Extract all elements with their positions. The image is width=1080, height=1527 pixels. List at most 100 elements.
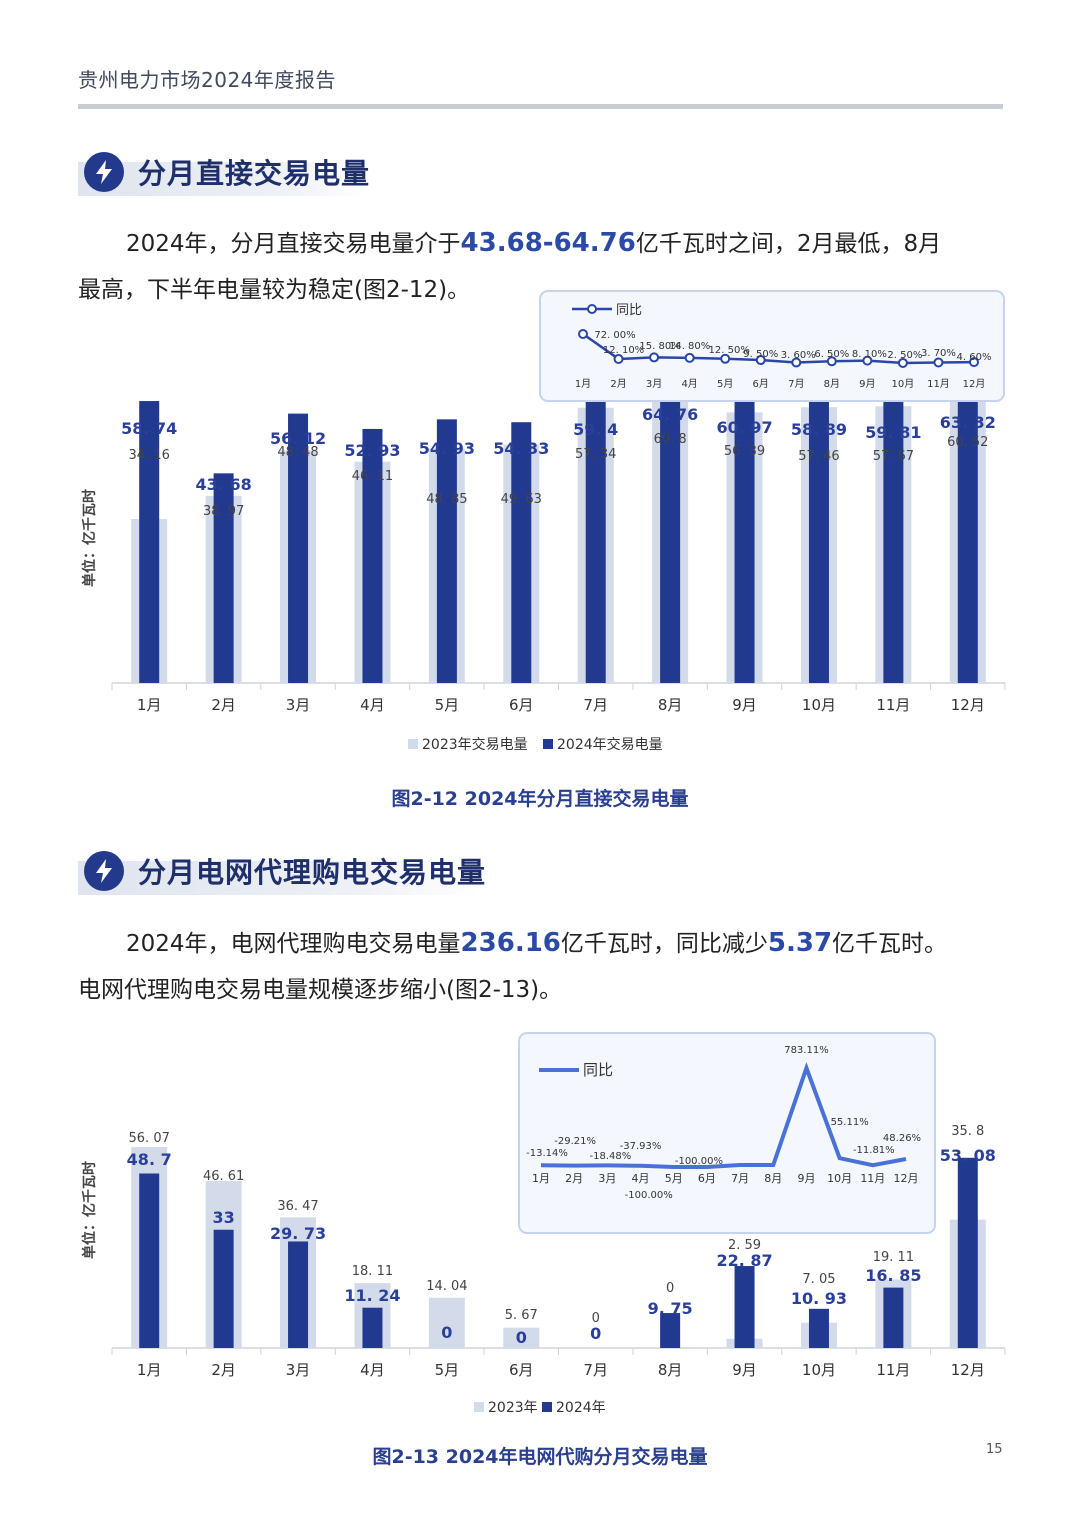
- bar-2024: [213, 473, 234, 683]
- page-number: 15: [986, 1442, 1003, 1457]
- data-label-2023: 2. 59: [728, 1238, 761, 1253]
- data-label-2023: 48. 85: [426, 492, 467, 507]
- lightning-bolt-icon: [84, 851, 124, 891]
- inset-data-label: -37.93%: [620, 1141, 662, 1152]
- data-label-2023: 5. 67: [505, 1308, 538, 1323]
- inset-data-label: 55.11%: [831, 1117, 869, 1128]
- x-tick-label: 9月: [732, 696, 757, 714]
- inset-x-tick-label: 9月: [797, 1172, 815, 1185]
- inset-x-tick-label: 10月: [892, 378, 915, 390]
- inset-data-point: [933, 357, 944, 368]
- data-label-2024: 0: [441, 1323, 452, 1342]
- x-tick-label: 1月: [137, 696, 162, 714]
- data-label-2023: 49. 63: [501, 492, 542, 507]
- bar-2024: [288, 413, 309, 683]
- inset-x-tick-label: 9月: [859, 378, 875, 390]
- inset-data-point: [755, 355, 766, 366]
- data-label-2024: 58. 74: [121, 419, 177, 438]
- section2-paragraph: 2024年，电网代理购电交易电量236.16亿千瓦时，同比减少5.37亿千瓦时。…: [78, 920, 1008, 1013]
- x-tick-label: 11月: [876, 696, 910, 714]
- bar-2024: [362, 428, 383, 683]
- x-tick-label: 7月: [583, 1361, 608, 1379]
- inset-x-tick-label: 8月: [764, 1172, 782, 1185]
- data-label-2024: 29. 73: [270, 1224, 326, 1243]
- inset-data-label: 12. 50%: [709, 345, 750, 356]
- legend-label-2023: 2023年交易电量: [422, 736, 528, 753]
- bar-2024: [883, 395, 904, 683]
- bar-2024: [957, 379, 978, 683]
- legend-label-2023: 2023年: [488, 1400, 538, 1416]
- x-tick-label: 1月: [137, 1361, 162, 1379]
- legend-label-2024: 2024年: [556, 1400, 606, 1416]
- legend-swatch-2023: [408, 739, 418, 749]
- inset-series-line: [582, 332, 975, 365]
- inset-data-label: 14. 80%: [669, 341, 710, 352]
- data-label-2024: 54. 93: [419, 439, 475, 458]
- para-text: 亿千瓦时，同比减少: [560, 931, 768, 957]
- para-highlight-range: 43.68-64.76: [460, 228, 636, 258]
- inset-x-tick-label: 12月: [894, 1172, 919, 1185]
- data-label-2024: 64. 76: [642, 405, 698, 424]
- data-label-2024: 0: [516, 1328, 527, 1347]
- data-label-2024: 16. 85: [865, 1266, 921, 1285]
- legend-swatch-2024: [542, 1402, 552, 1412]
- data-label-2024: 43. 68: [196, 475, 252, 494]
- inset-data-label: -11.81%: [853, 1145, 895, 1156]
- section1-paragraph: 2024年，分月直接交易电量介于43.68-64.76亿千瓦时之间，2月最低，8…: [78, 220, 1008, 313]
- bar-2024: [660, 1313, 681, 1348]
- inset-data-label: 72. 00%: [594, 330, 635, 341]
- para-text: 2024年，分月直接交易电量介于: [126, 231, 461, 257]
- bar-2024: [288, 1241, 309, 1348]
- inset-x-tick-label: 6月: [753, 378, 769, 390]
- bar-2024: [585, 397, 606, 683]
- header-divider: [78, 104, 1003, 109]
- inset-data-label: 12. 10%: [603, 345, 644, 356]
- inset-data-label: -13.14%: [526, 1148, 568, 1159]
- inset-data-label: -100.00%: [675, 1156, 723, 1167]
- data-label-2023: 56. 39: [724, 444, 765, 459]
- x-tick-label: 4月: [360, 696, 385, 714]
- figure-caption: 图2-13 2024年电网代购分月交易电量: [372, 1446, 708, 1468]
- chart-monthly-direct-trade: 单位：亿千瓦时 1月 34. 16 58. 74 2月 38. 97 43. 68 3月 48.…: [81, 290, 1006, 753]
- inset-panel: [518, 1032, 936, 1234]
- data-label-2023: 19. 11: [873, 1250, 914, 1265]
- para-text: 亿千瓦时。: [832, 931, 948, 957]
- para-text: 2024年，电网代理购电交易电量: [126, 931, 461, 957]
- bar-2024: [362, 1307, 383, 1348]
- data-label-2024: 33: [212, 1208, 234, 1227]
- inset-data-point: [969, 357, 979, 368]
- bar-2023: [503, 1327, 540, 1348]
- data-label-2023: 60. 52: [947, 435, 988, 450]
- data-label-2024: 56. 12: [270, 429, 326, 448]
- data-label-2024: 0: [590, 1324, 601, 1343]
- data-label-2024: 58. 89: [791, 420, 847, 439]
- bar-2024: [957, 1157, 978, 1348]
- bar-2024: [436, 419, 457, 683]
- inset-x-tick-label: 3月: [646, 378, 662, 390]
- data-label-2023: 7. 05: [802, 1272, 835, 1287]
- inset-data-label: 48.26%: [883, 1133, 921, 1144]
- lightning-bolt-icon: [84, 152, 124, 192]
- inset-x-tick-label: 4月: [681, 378, 697, 390]
- inset-data-label: 9. 50%: [743, 349, 778, 360]
- data-label-2024: 54. 33: [493, 439, 549, 458]
- section-heading-1: 分月直接交易电量: [78, 148, 370, 196]
- legend-label-2024: 2024年交易电量: [557, 736, 663, 753]
- data-label-2023: 38. 97: [203, 504, 244, 519]
- x-tick-label: 7月: [583, 696, 608, 714]
- data-label-2024: 48. 7: [127, 1150, 172, 1169]
- data-label-2024: 63. 32: [940, 413, 996, 432]
- x-tick-label: 4月: [360, 1361, 385, 1379]
- inset-x-tick-label: 3月: [598, 1172, 616, 1185]
- inset-data-point: [720, 353, 731, 364]
- section-title: 分月直接交易电量: [138, 157, 371, 190]
- data-label-2023: 57. 67: [873, 449, 914, 464]
- x-tick-label: 10月: [802, 696, 836, 714]
- inset-data-label: 3. 70%: [921, 348, 956, 359]
- data-label-2023: 46. 61: [203, 1169, 244, 1184]
- section-heading-band: [78, 861, 478, 895]
- data-label-2023: 57. 46: [798, 449, 839, 464]
- inset-data-point: [862, 355, 873, 366]
- report-header-title: 贵州电力市场2024年度报告: [78, 68, 336, 92]
- inset-data-label: 8. 10%: [852, 349, 887, 360]
